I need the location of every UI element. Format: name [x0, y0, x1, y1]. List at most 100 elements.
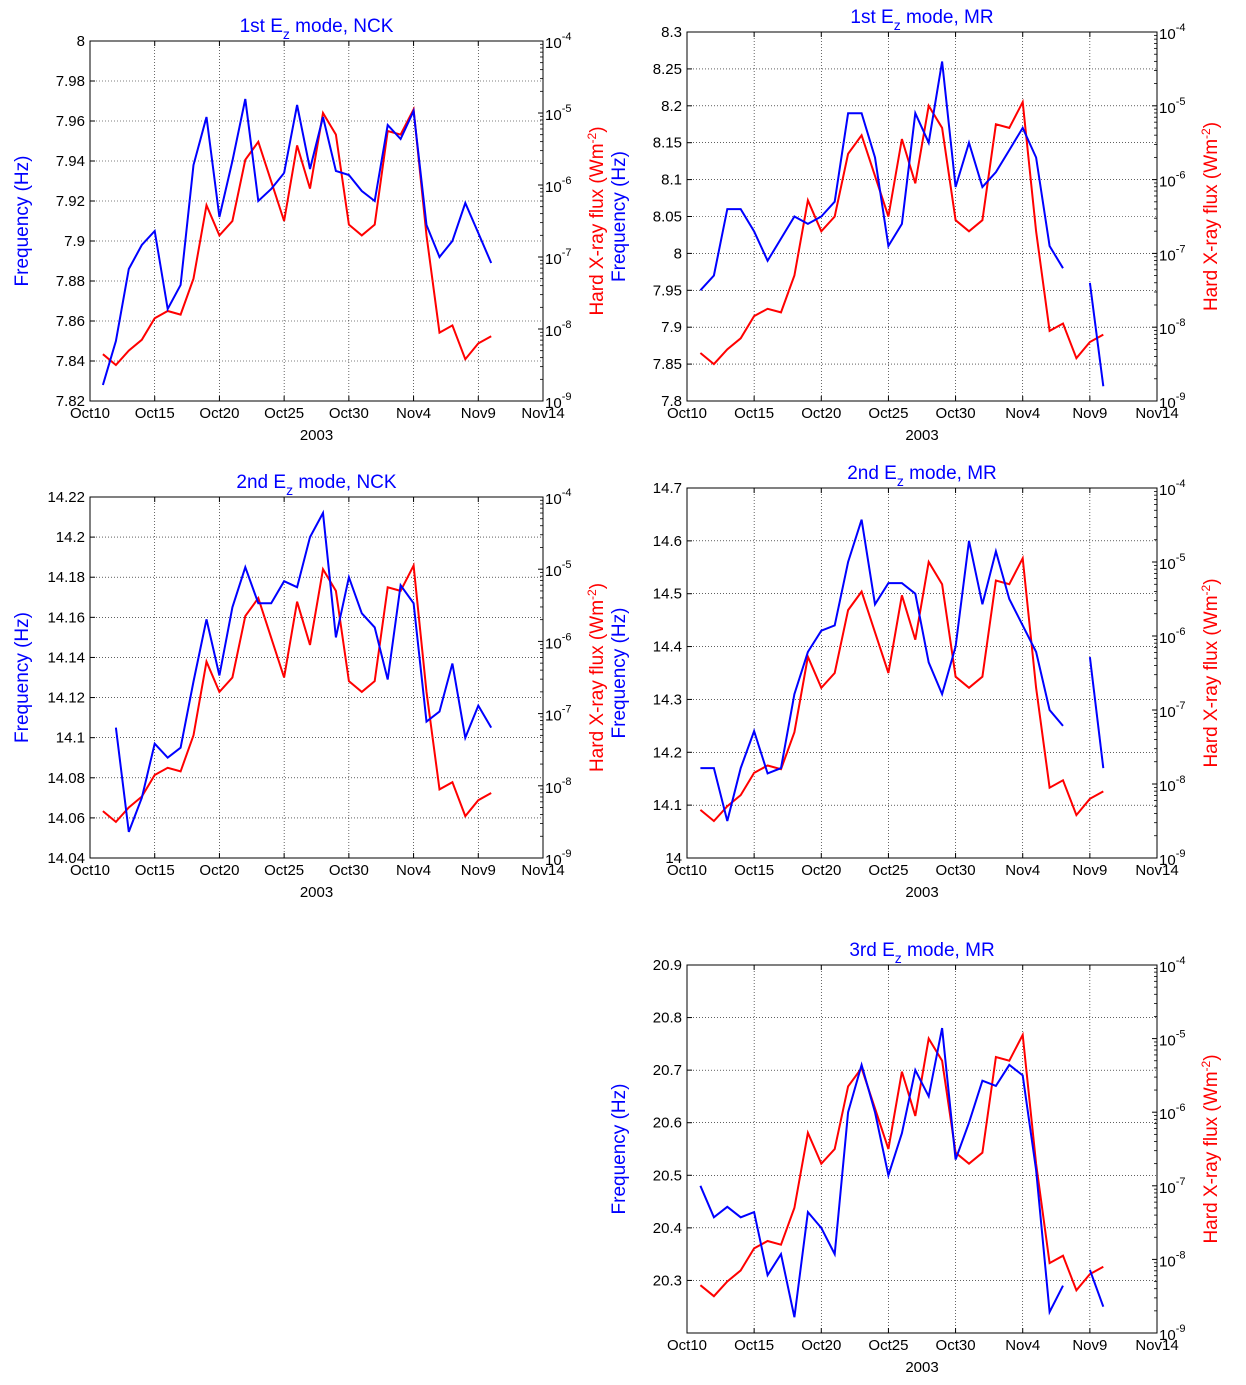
x-axis-label: 2003: [300, 884, 333, 901]
y2-tick-label: 10-6: [1159, 170, 1185, 191]
plot-frame: [89, 496, 544, 859]
y2-tick-label: 10-4: [545, 31, 571, 52]
x-tick-label: Nov4: [396, 862, 431, 879]
x-tick-label: Oct25: [868, 862, 908, 879]
y2-axis-label: Hard X-ray flux (Wm-2): [585, 583, 608, 772]
chart-panel: Oct10 Oct15 Oct20 Oct25 Oct30 Nov4 Nov9 Nov14 20…: [12, 472, 608, 901]
y-tick-label: 8: [77, 33, 85, 50]
x-tick-label: Nov4: [396, 405, 431, 422]
x-tick-label: Oct25: [868, 405, 908, 422]
y-tick-label: 20.9: [653, 957, 682, 974]
y-axis-label: Frequency (Hz): [609, 608, 630, 739]
plot-frame: [686, 487, 1158, 859]
y-tick-label: 7.82: [56, 393, 85, 410]
series-frequency-line: [114, 509, 493, 833]
x-tick-label: Oct10: [667, 862, 707, 879]
x-tick-label: Oct30: [936, 862, 976, 879]
x-tick-label: Nov4: [1005, 1337, 1040, 1354]
x-tick-label: Oct10: [70, 405, 110, 422]
y2-axis-label: Hard X-ray flux (Wm-2): [585, 126, 608, 315]
x-tick-label: Oct15: [734, 1337, 774, 1354]
x-tick-label: Oct20: [801, 405, 841, 422]
x-tick-label: Nov14: [521, 405, 564, 422]
y-tick-label: 8.15: [653, 135, 682, 152]
series-xray-line: [699, 98, 1104, 366]
y-tick-label: 7.94: [56, 153, 85, 170]
y2-tick-label: 10-8: [1159, 1249, 1185, 1270]
series-frequency-line: [1088, 1269, 1105, 1308]
x-tick-label: Oct30: [329, 405, 369, 422]
y2-tick-label: 10-9: [1159, 848, 1185, 869]
series-frequency-line: [1088, 282, 1105, 387]
y2-tick-label: 10-9: [545, 391, 571, 412]
y-tick-label: 8.25: [653, 61, 682, 78]
y2-tick-label: 10-6: [1159, 1102, 1185, 1123]
x-tick-label: Oct10: [70, 862, 110, 879]
y2-tick-label: 10-7: [1159, 1176, 1185, 1197]
x-tick-label: Oct15: [135, 405, 175, 422]
y-tick-label: 7.95: [653, 282, 682, 299]
x-tick-label: Nov14: [1135, 1337, 1178, 1354]
x-tick-label: Oct25: [868, 1337, 908, 1354]
y2-tick-label: 10-4: [1159, 478, 1185, 499]
x-axis-label: 2003: [300, 427, 333, 444]
x-tick-label: Nov14: [521, 862, 564, 879]
x-tick-label: Oct15: [135, 862, 175, 879]
x-tick-label: Oct20: [199, 405, 239, 422]
y-tick-label: 14.18: [47, 569, 85, 586]
y-tick-label: 14.22: [47, 489, 85, 506]
y-axis-label: Frequency (Hz): [609, 1084, 630, 1215]
x-tick-label: Oct30: [329, 862, 369, 879]
plot-frame: [686, 964, 1158, 1334]
y-axis-label: Frequency (Hz): [609, 151, 630, 282]
y2-tick-label: 10-5: [545, 559, 571, 580]
x-tick-label: Oct20: [199, 862, 239, 879]
x-tick-label: Nov14: [1135, 405, 1178, 422]
x-tick-label: Nov9: [1072, 862, 1107, 879]
x-tick-label: Oct10: [667, 405, 707, 422]
x-tick-label: Oct20: [801, 1337, 841, 1354]
y-tick-label: 20.6: [653, 1115, 682, 1132]
y2-tick-label: 10-5: [545, 103, 571, 124]
y2-tick-label: 10-7: [545, 704, 571, 725]
chart-title: 3rd Ez mode, MR: [849, 940, 994, 966]
y2-tick-label: 10-8: [1159, 317, 1185, 338]
y-tick-label: 14: [665, 850, 682, 867]
y-tick-label: 7.92: [56, 193, 85, 210]
y2-tick-label: 10-9: [545, 848, 571, 869]
x-tick-label: Nov9: [1072, 1337, 1107, 1354]
y-tick-label: 14.06: [47, 810, 85, 827]
y-axis-label: Frequency (Hz): [12, 156, 33, 287]
y2-tick-label: 10-6: [545, 175, 571, 196]
x-tick-label: Oct15: [734, 862, 774, 879]
y-tick-label: 7.9: [64, 233, 85, 250]
series-xray-line: [102, 562, 492, 824]
y-tick-label: 14.2: [56, 529, 85, 546]
y2-axis-label: Hard X-ray flux (Wm-2): [1199, 1054, 1222, 1243]
y2-tick-label: 10-9: [1159, 391, 1185, 412]
y-tick-label: 20.8: [653, 1010, 682, 1027]
y-tick-label: 8.1: [661, 172, 682, 189]
series-frequency-line: [699, 1027, 1064, 1318]
x-tick-label: Nov4: [1005, 862, 1040, 879]
y2-tick-label: 10-8: [1159, 774, 1185, 795]
y2-tick-label: 10-5: [1159, 96, 1185, 117]
y2-tick-label: 10-8: [545, 319, 571, 340]
x-tick-label: Oct15: [734, 405, 774, 422]
x-axis-label: 2003: [905, 427, 938, 444]
y-tick-label: 14.12: [47, 690, 85, 707]
series-xray-line: [699, 554, 1104, 823]
chart-panel: Oct10 Oct15 Oct20 Oct25 Oct30 Nov4 Nov9 Nov14 20…: [12, 16, 608, 444]
y-tick-label: 7.84: [56, 353, 85, 370]
y2-tick-label: 10-9: [1159, 1323, 1185, 1344]
y-tick-label: 8.2: [661, 98, 682, 115]
y-tick-label: 8.3: [661, 24, 682, 41]
plot-frame: [89, 40, 544, 402]
y-tick-label: 8: [674, 245, 682, 262]
y-tick-label: 14.16: [47, 609, 85, 626]
y-tick-label: 14.2: [653, 744, 682, 761]
y2-tick-label: 10-5: [1159, 1029, 1185, 1050]
x-tick-label: Nov9: [461, 405, 496, 422]
y-tick-label: 20.4: [653, 1220, 682, 1237]
y-axis-label: Frequency (Hz): [12, 612, 33, 743]
